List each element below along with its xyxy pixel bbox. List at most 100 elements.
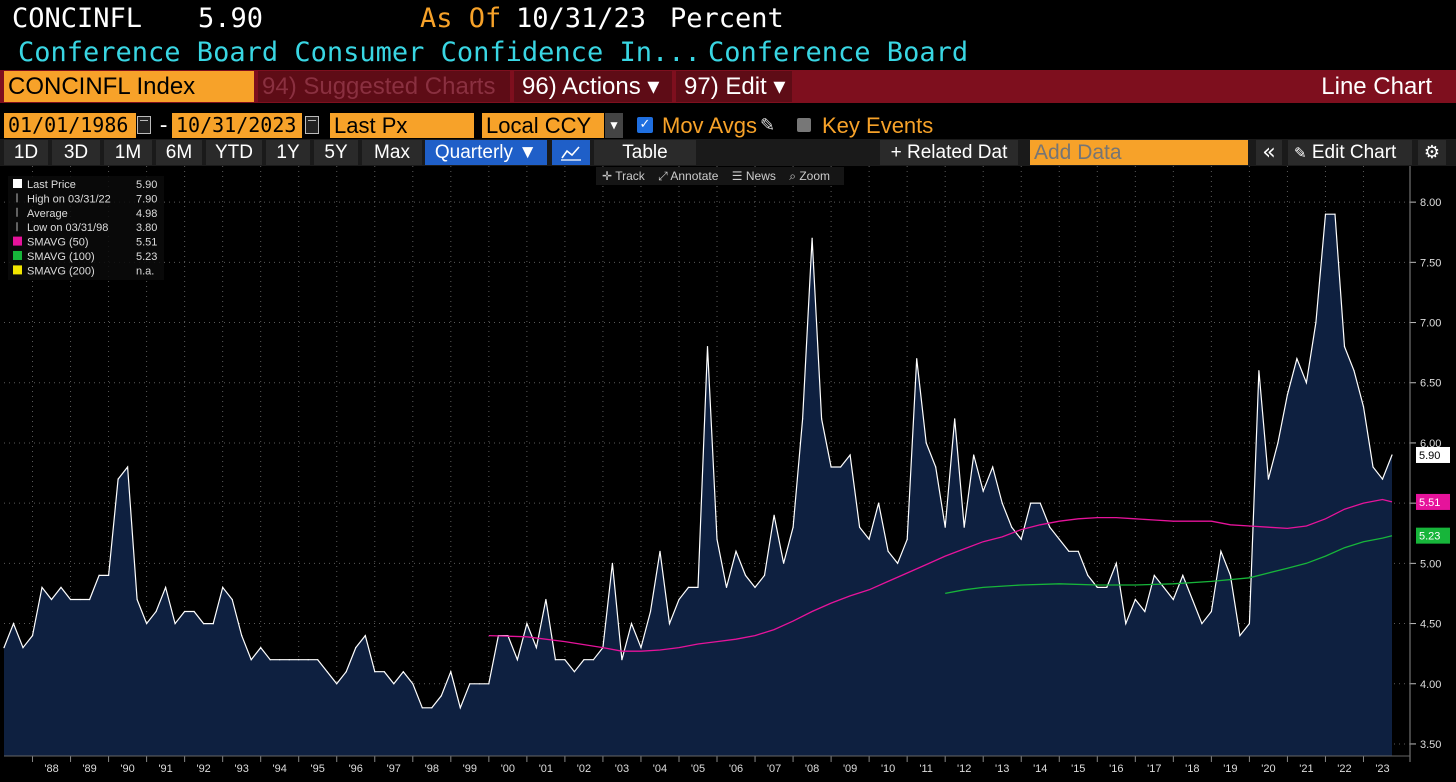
news-icon[interactable]: ☰ [731,169,743,183]
pencil-icon[interactable]: ✎ [760,115,776,136]
x-tick-label: '14 [1033,763,1047,775]
zoom-icon[interactable]: ⌕ [789,169,796,183]
currency-select[interactable]: Local CCY [482,113,604,138]
legend-label: Average [27,208,68,220]
start-date-input[interactable]: 01/01/1986 [4,113,136,138]
actions-menu[interactable]: 96) Actions ▾ [514,71,672,102]
x-tick-label: '19 [1223,763,1237,775]
x-tick-label: '96 [349,763,363,775]
edit-menu[interactable]: 97) Edit ▾ [676,71,792,102]
y-axis: 3.504.004.505.005.506.006.507.007.508.00… [1409,166,1450,762]
collapse-icon[interactable]: « [1256,140,1282,165]
period-6m[interactable]: 6M [156,140,202,165]
x-tick-label: '02 [577,763,591,775]
period-ytd[interactable]: YTD [206,140,262,165]
price-point [1277,442,1279,444]
mov-avgs-checkbox[interactable]: ✓ [637,117,653,133]
ticker: CONCINFL [12,3,143,34]
last-value: 5.90 [198,3,264,34]
price-point [1324,213,1327,215]
add-data-input[interactable] [1030,140,1248,165]
annotate-icon[interactable]: ⤢ [658,169,668,183]
price-point [1210,610,1212,613]
price-point [811,237,813,239]
x-tick-label: '11 [919,763,933,775]
track-button[interactable]: Track [615,169,645,183]
price-point [687,586,690,588]
end-date-input[interactable]: 10/31/2023 [172,113,302,138]
price-point [744,574,747,576]
period-1y[interactable]: 1Y [266,140,310,165]
price-point [849,454,851,456]
x-tick-label: '97 [387,763,401,775]
price-point [1343,346,1346,348]
price-point [41,586,43,588]
period-max[interactable]: Max [362,140,422,165]
calendar-icon[interactable] [305,116,319,134]
security-field[interactable]: CONCINFL Index [4,71,254,102]
price-point [260,647,262,649]
edit-chart-button[interactable]: ✎ Edit Chart [1288,140,1412,165]
legend-label: Low on 03/31/98 [27,222,108,234]
line-chart-icon[interactable] [552,140,590,165]
x-tick-label: '95 [311,763,325,775]
period-3d[interactable]: 3D [52,140,100,165]
period-1d[interactable]: 1D [4,140,48,165]
x-tick-label: '23 [1375,763,1389,775]
price-point [1248,623,1250,625]
news-button[interactable]: News [745,169,776,183]
x-tick-label: '04 [653,763,667,775]
table-button[interactable]: Table [594,140,696,165]
zoom-button[interactable]: Zoom [799,169,830,183]
annotate-button[interactable]: Annotate [670,169,719,183]
related-data-button[interactable]: + Related Dat [880,140,1018,165]
chevron-down-icon[interactable]: ▼ [605,113,623,138]
price-point [916,358,918,360]
field-select[interactable]: Last Px [330,113,474,138]
sma50-flag-bg [1416,493,1450,510]
legend-swatch [13,179,22,188]
y-tick-label: 3.50 [1420,739,1441,751]
price-point [1229,574,1231,576]
price-point [108,574,110,576]
x-tick-label: '93 [234,763,248,775]
x-tick-label: '94 [273,763,287,775]
legend-box [8,176,164,280]
price-point [469,683,471,685]
suggested-charts-button[interactable]: 94) Suggested Charts [258,71,510,102]
price-point [773,514,775,516]
price-point [678,598,680,601]
price-point [897,562,899,564]
x-tick-label: '07 [767,763,781,775]
price-point [1134,598,1136,601]
price-area [3,213,1393,756]
period-1m[interactable]: 1M [104,140,152,165]
price-point [1163,586,1165,588]
price-point [69,598,72,601]
price-point [754,586,756,588]
x-tick-label: '00 [501,763,515,775]
price-point [307,659,309,661]
pencil-icon: ✎ [1294,144,1307,162]
price-point [174,623,176,625]
period-5y[interactable]: 5Y [314,140,358,165]
legend-value: 7.90 [136,193,157,205]
x-tick-label: '13 [995,763,1009,775]
chart-plot[interactable]: 3.504.004.505.005.506.006.507.007.508.00… [0,166,1456,782]
legend-label: SMAVG (200) [27,265,95,277]
price-point [231,598,233,601]
calendar-icon[interactable] [137,116,151,134]
chart-subtoolbar: ✛ Track ⤢ Annotate ☰ News ⌕ Zoom [596,167,844,185]
price-point [783,562,785,564]
price-point [298,659,300,661]
x-tick-label: '18 [1185,763,1199,775]
frequency-select[interactable]: Quarterly ▼ [425,140,547,165]
x-tick-label: '09 [843,763,857,775]
gear-icon[interactable]: ⚙ [1418,140,1446,165]
key-events-checkbox[interactable] [797,118,811,132]
legend-item: SMAVG (50) 5.51 [13,236,157,249]
x-tick-label: '08 [805,763,819,775]
legend-value: 5.23 [136,251,157,263]
crosshair-icon[interactable]: ✛ [602,169,613,183]
price-point [821,418,823,420]
